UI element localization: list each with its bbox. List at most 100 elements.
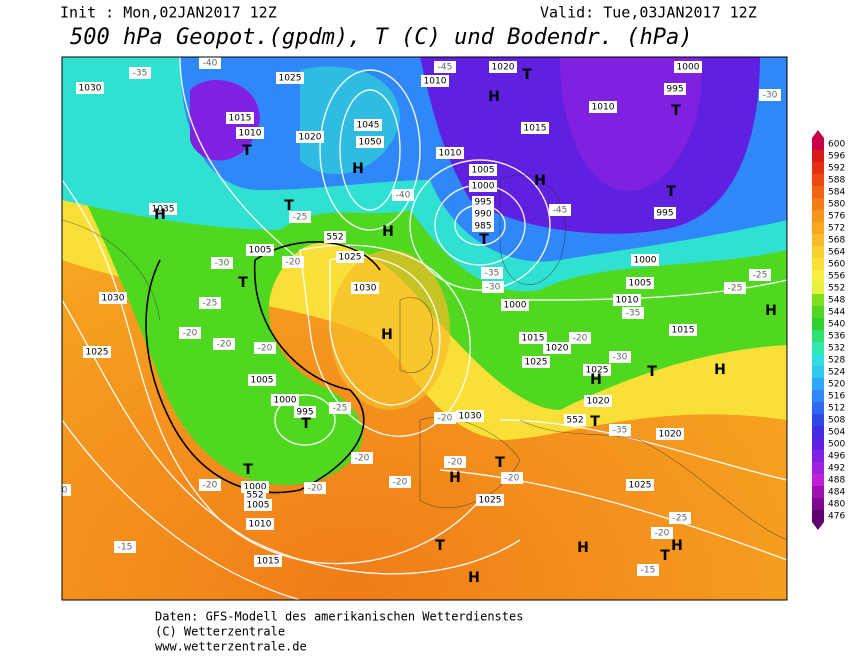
colorbar-swatch [812,486,824,498]
pressure-label: 1005 [251,376,274,386]
pressure-label: 1015 [522,334,545,344]
label-box [481,267,503,279]
pressure-center: H [154,207,166,223]
label-box [226,112,254,124]
label-box [522,356,550,368]
footer-source: Daten: GFS-Modell des amerikanischen Wet… [155,610,523,624]
pressure-label: 1030 [459,412,482,422]
valid-time: Valid: Tue,03JAN2017 12Z [540,4,757,22]
temperature-label: -25 [753,271,768,281]
pressure-center: T [660,548,670,564]
label-box [651,527,673,539]
pressure-label: 1010 [249,520,272,530]
pressure-center: T [238,275,248,291]
temperature-label: -20 [286,258,301,268]
label-box [271,394,299,406]
pressure-label: 1000 [504,301,527,311]
temperature-label: -20 [217,340,232,350]
pressure-label: 1030 [79,84,102,94]
colorbar-swatch [812,258,824,270]
label-box [211,257,233,269]
colorbar-swatch [812,342,824,354]
label-box [759,89,781,101]
colorbar-label: 592 [828,164,845,174]
colorbar-swatch [812,498,824,510]
label-box [584,395,612,407]
pressure-label: 1010 [616,296,639,306]
pressure-center: T [435,538,445,554]
colorbar-label: 492 [828,464,845,474]
pressure-label: 1030 [102,294,125,304]
colorbar-swatch [812,198,824,210]
label-box [637,564,659,576]
pressure-label: 1010 [439,149,462,159]
colorbar-swatch [812,330,824,342]
label-box [749,269,771,281]
pressure-center: H [714,362,726,378]
colorbar-label: 536 [828,332,845,342]
colorbar-swatch [812,234,824,246]
label-box [421,75,449,87]
pressure-label: 1000 [274,396,297,406]
label-box [609,424,631,436]
label-box [246,518,274,530]
colorbar-swatch [812,246,824,258]
pressure-center: T [647,364,657,380]
pressure-center: T [522,67,532,83]
temperature-label: -35 [626,309,641,319]
label-box [489,61,517,73]
colorbar-arrow-bottom [812,522,824,530]
colorbar-swatch [812,366,824,378]
temperature-label: -20 [393,478,408,488]
colorbar-swatch [812,210,824,222]
colorbar-swatch [812,462,824,474]
pressure-label: 1000 [472,182,495,192]
colorbar-label: 568 [828,236,845,246]
pressure-label: 1020 [492,63,515,73]
label-box [631,254,659,266]
pressure-label: 1020 [299,133,322,143]
label-box [392,189,414,201]
colorbar-label: 576 [828,212,845,222]
label-box [254,555,282,567]
colorbar-swatch [812,354,824,366]
temperature-label: -30 [613,353,628,363]
colorbar-swatch [812,270,824,282]
colorbar-arrow-top [812,130,824,138]
label-box [129,67,151,79]
map-frame [61,56,788,601]
temperature-label: -20 [448,458,463,468]
label-box [356,136,384,148]
label-box [472,220,494,232]
label-box [626,277,654,289]
pressure-label: 1025 [479,496,502,506]
temperature-label: -35 [133,69,148,79]
label-box [609,351,631,363]
pressure-label: 995 [656,209,673,219]
pressure-label: 990 [474,210,491,220]
label-box [62,484,71,496]
pressure-label: 995 [474,198,491,208]
temperature-label: -20 [258,344,273,354]
pressure-label: 1045 [357,121,380,131]
pressure-center: H [534,173,546,189]
pressure-label: 1050 [359,138,382,148]
colorbar-label: 480 [828,500,845,510]
pressure-label: 1010 [239,129,262,139]
temperature-label: -20 [355,454,370,464]
temperature-label: -25 [293,213,308,223]
pressure-center: H [488,89,500,105]
label-box [613,294,641,306]
label-box [354,119,382,131]
label-box [669,324,697,336]
temperature-label: -40 [203,59,218,69]
colorbar-swatch [812,402,824,414]
label-box [564,414,586,426]
temperature-label: -35 [613,426,628,436]
colorbar-label: 520 [828,380,845,390]
pressure-label: 1015 [524,124,547,134]
colorbar-label: 476 [828,512,845,522]
pressure-center: H [352,161,364,177]
map-field: 1030 1015 1010 1025 1020 1050 1045 1020 1010 1015… [62,57,787,600]
